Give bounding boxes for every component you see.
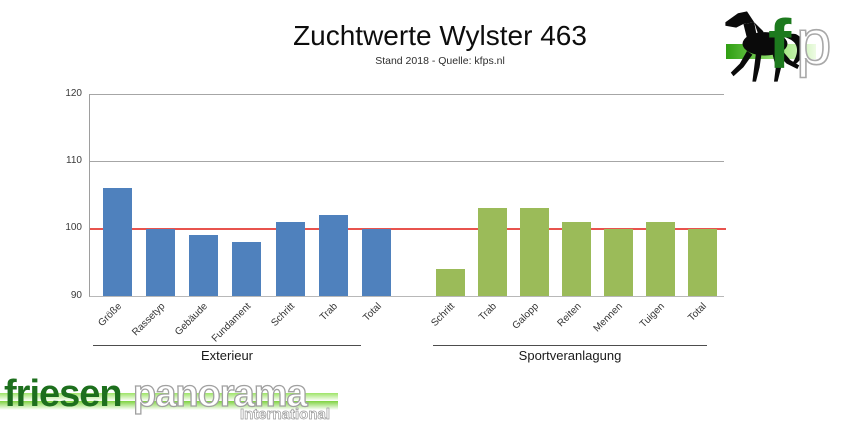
y-axis-label: 90 xyxy=(70,289,82,301)
bar-schritt xyxy=(275,221,305,296)
bar-rassetyp xyxy=(145,228,175,296)
x-axis-label: Total xyxy=(360,301,384,324)
bar-schritt xyxy=(436,269,465,296)
bar-total xyxy=(362,228,392,296)
horse-icon xyxy=(725,11,804,82)
bar-fundament xyxy=(232,242,262,296)
x-axis-label: Total xyxy=(686,301,710,324)
bar-größe xyxy=(102,188,132,296)
bar-trab xyxy=(478,208,507,296)
gridline-120 xyxy=(90,94,724,95)
logo-word-panorama: panorama xyxy=(133,373,308,415)
gridline-110 xyxy=(90,161,724,162)
plot-area xyxy=(89,94,726,297)
bar-mennen xyxy=(604,228,633,296)
group-label-exterieur: Exterieur xyxy=(200,348,254,363)
y-axis-label: 100 xyxy=(65,222,82,234)
kfp-logo: f p xyxy=(725,5,832,83)
x-axis-label: Schritt xyxy=(429,301,458,329)
x-axis-label: Reiten xyxy=(555,301,584,330)
x-axis-label: Schritt xyxy=(269,301,297,329)
logo-subtext-international: International xyxy=(240,406,330,422)
x-axis-label: Galopp xyxy=(510,301,542,332)
bar-trab xyxy=(319,215,348,296)
logo-word-friesen: friesen xyxy=(4,373,122,415)
friesenpanorama-logo: friesen panorama International xyxy=(0,372,338,422)
x-axis-label: Trab xyxy=(318,301,341,324)
x-axis-label: Rassetyp xyxy=(129,301,168,339)
bar-gebäude xyxy=(189,235,219,296)
y-axis-label: 110 xyxy=(66,154,82,166)
bar-tuigen xyxy=(646,221,675,296)
reference-line-100 xyxy=(90,227,726,230)
x-axis-label: Größe xyxy=(95,301,124,329)
x-axis-label: Mennen xyxy=(591,301,626,335)
chart-title: Zuchtwerte Wylster 463 xyxy=(293,20,587,51)
group-label-sportveranlagung: Sportveranlagung xyxy=(518,348,622,363)
logo-letter-p: p xyxy=(796,6,832,78)
x-axis-label: Trab xyxy=(477,301,500,324)
bar-reiten xyxy=(562,221,591,296)
x-axis-label: Tuigen xyxy=(638,301,668,331)
chart-subtitle: Stand 2018 - Quelle: kfps.nl xyxy=(375,55,505,67)
group-axis-line-exterieur xyxy=(93,345,361,346)
logo-band-stripe-top xyxy=(0,393,338,401)
x-axis-label: Fundament xyxy=(210,301,254,345)
logo-band-stripe-bottom xyxy=(0,401,338,410)
bar-galopp xyxy=(520,208,549,296)
group-axis-line-sportveranlagung xyxy=(433,345,707,346)
y-axis-label: 120 xyxy=(65,87,82,99)
x-axis-label: Gebäude xyxy=(173,301,211,338)
bar-total xyxy=(688,228,717,296)
logo-letter-f: f xyxy=(768,5,792,83)
